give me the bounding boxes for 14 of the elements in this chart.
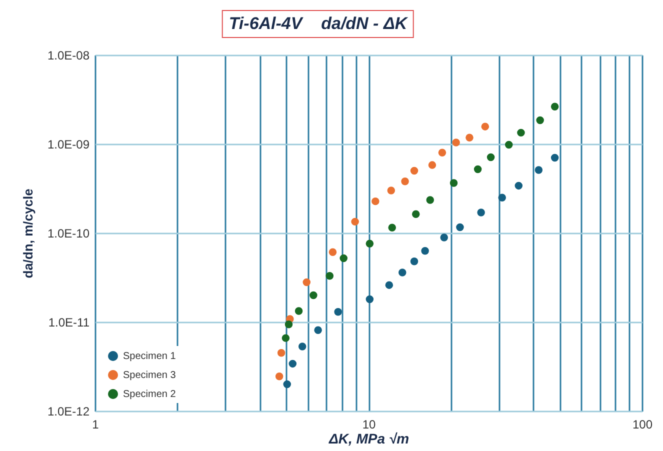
legend-label: Specimen 3 <box>123 370 176 381</box>
x-tick-label: 1 <box>92 418 100 432</box>
y-tick-label: 1.0E-10 <box>47 226 90 240</box>
chart-title: Ti-6Al-4V da/dN - ΔK <box>222 10 414 38</box>
legend-label: Specimen 2 <box>123 389 176 400</box>
x-axis-title: ΔK, MPa √m <box>328 430 410 446</box>
y-tick-label: 1.0E-09 <box>47 138 90 152</box>
y-tick-label: 1.0E-12 <box>47 404 90 418</box>
legend-label: Specimen 1 <box>123 351 176 362</box>
y-axis-title: da/dn, m/cycle <box>20 188 36 278</box>
x-tick-label: 10 <box>362 418 376 432</box>
x-tick-label: 100 <box>632 418 653 432</box>
y-tick-label: 1.0E-11 <box>48 316 90 330</box>
y-tick-label: 1.0E-08 <box>47 48 90 62</box>
